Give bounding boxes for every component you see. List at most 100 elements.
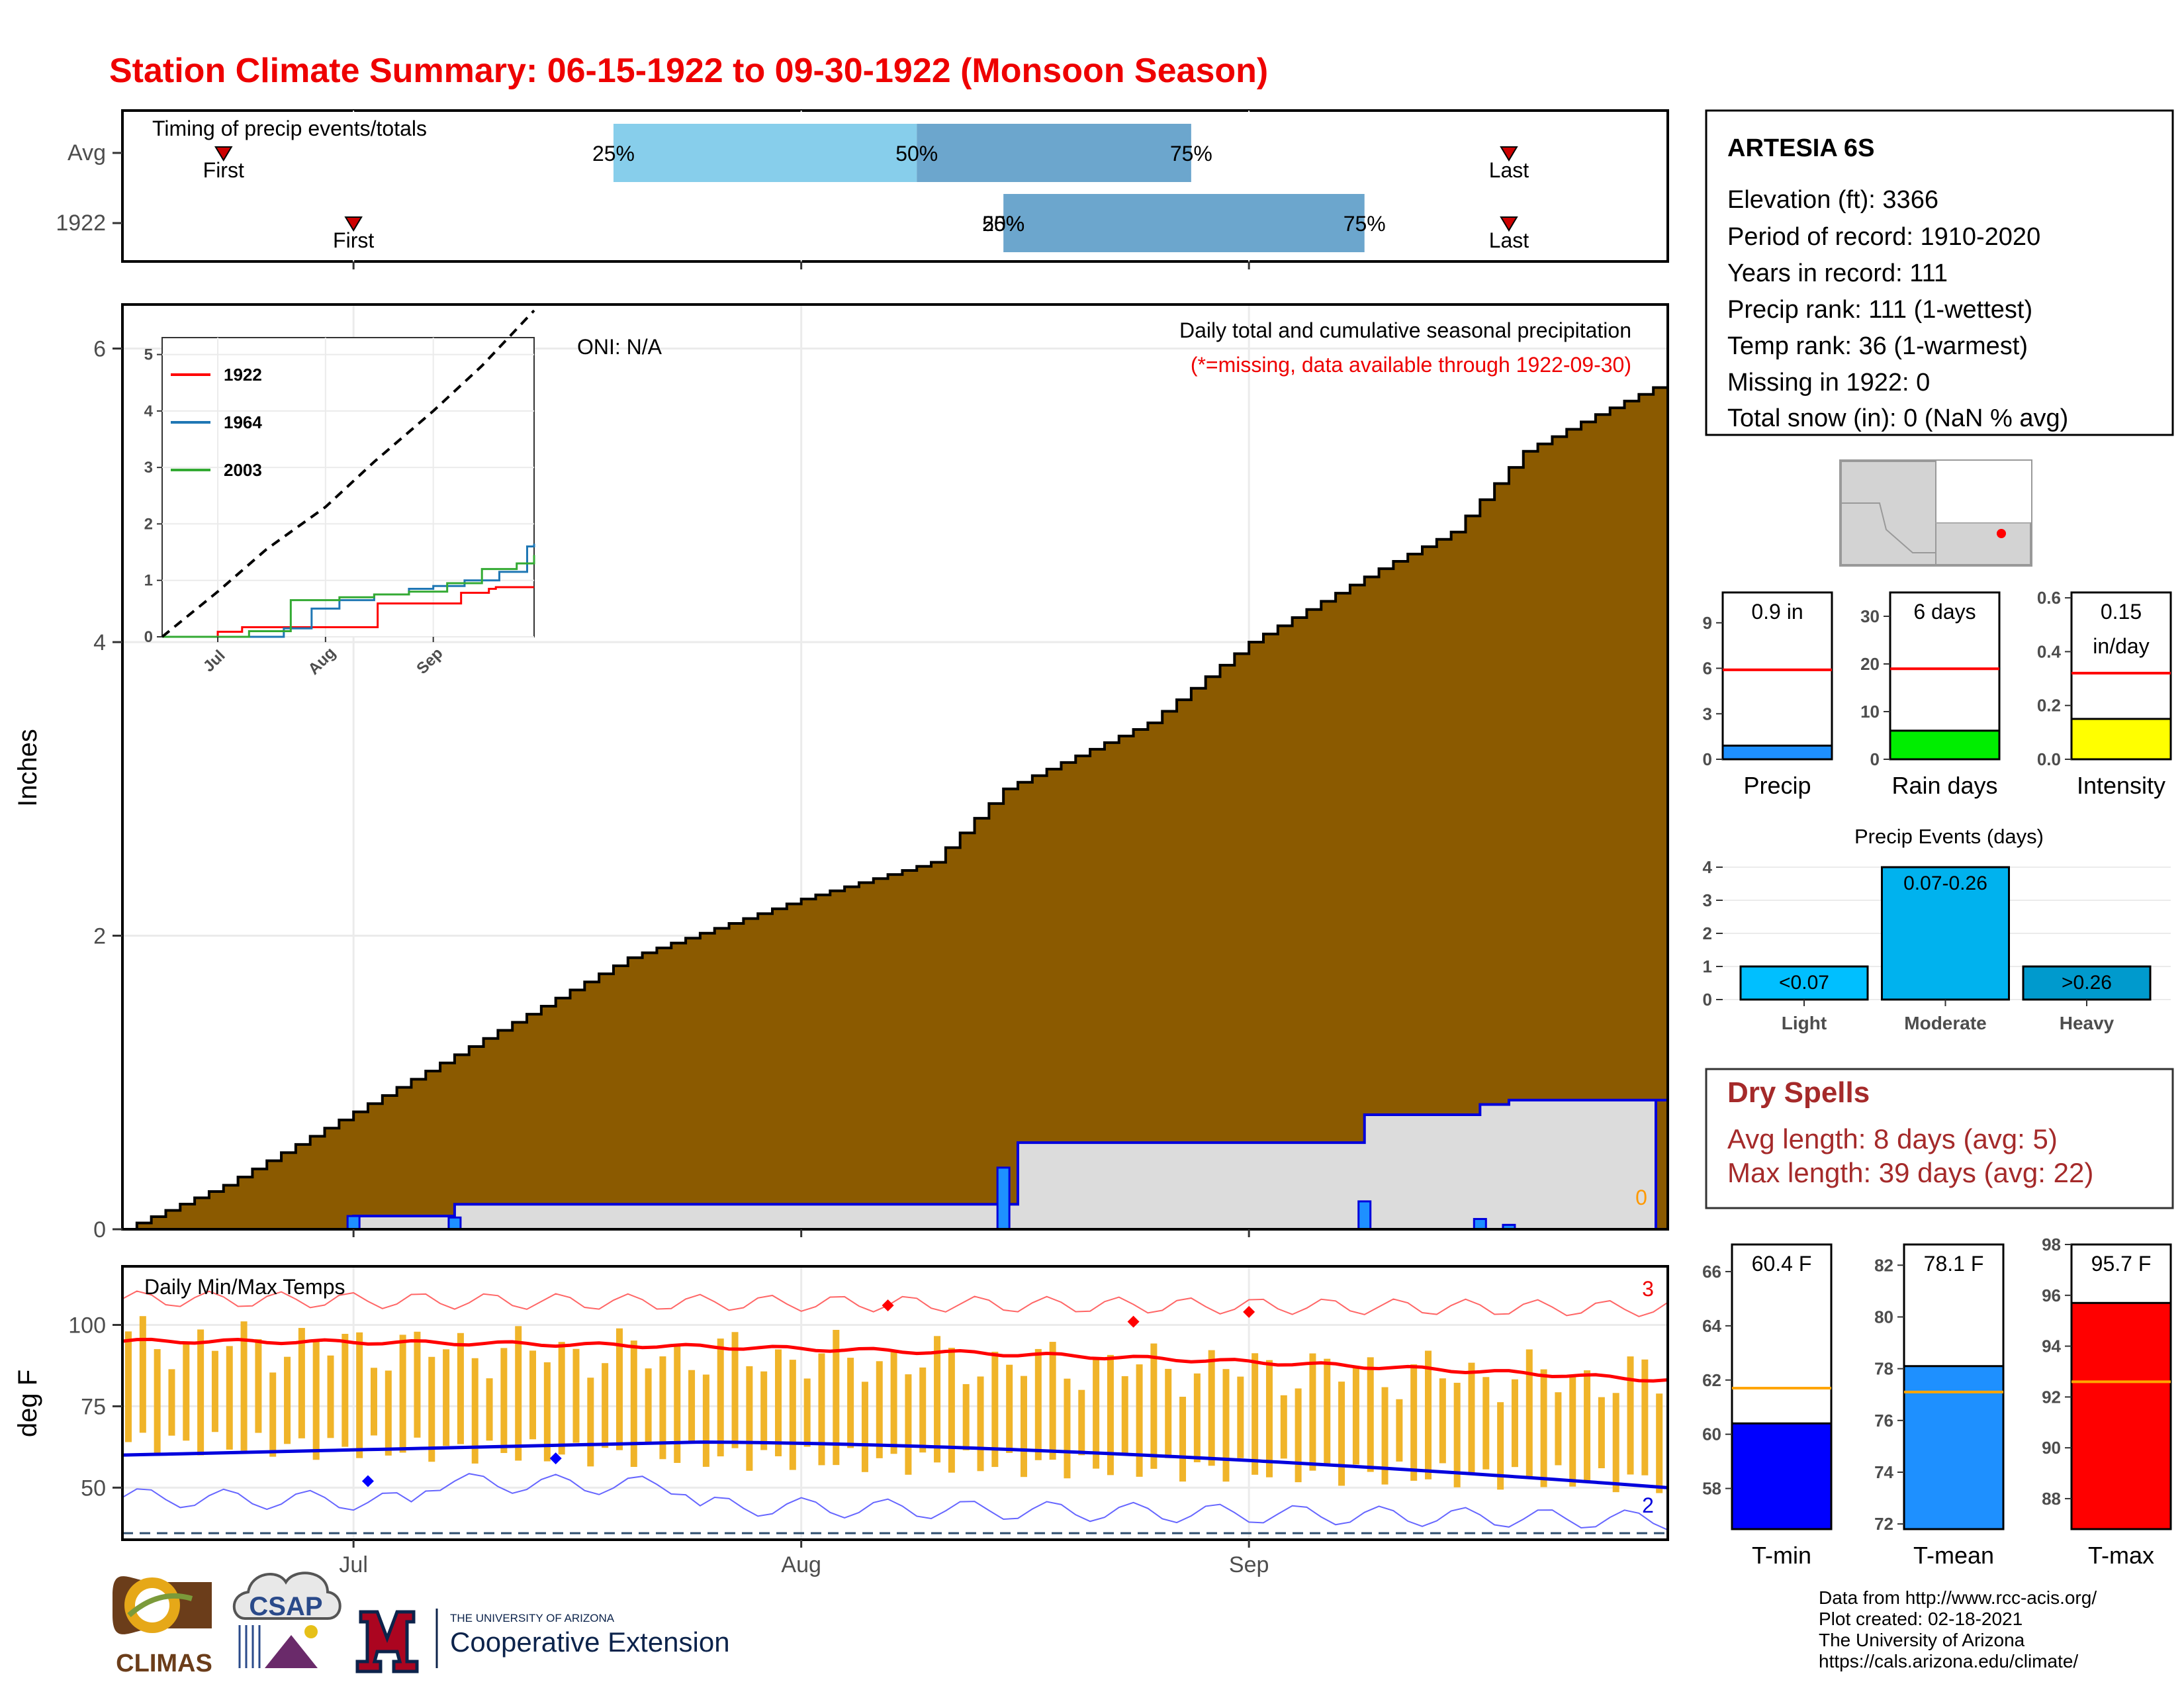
daily-temp-range-bar	[1179, 1397, 1187, 1482]
record-low-count: 2	[1642, 1493, 1654, 1517]
page-title: Station Climate Summary: 06-15-1922 to 0…	[109, 52, 1268, 90]
summary-value-label: 95.7 F	[2091, 1252, 2152, 1276]
summary-value-bar	[1731, 1422, 1833, 1530]
daily-temp-range-bar	[1540, 1369, 1547, 1487]
daily-temp-range-bar	[1193, 1373, 1201, 1462]
daily-temp-range-bar	[688, 1370, 696, 1444]
summary-ytick-label: 10	[1860, 702, 1880, 722]
summary-xlabel: Rain days	[1891, 772, 1997, 799]
summary-chart-t-min: 58 60 62 64 66 60.4 F T-min	[1702, 1243, 1833, 1569]
timing-row-label-1922: 1922	[56, 211, 106, 236]
month-label-aug: Aug	[781, 1552, 821, 1577]
daily-precip-bar	[447, 1216, 462, 1231]
university-arizona-logo: THE UNIVERSITY OF ARIZONA Cooperative Ex…	[355, 1609, 730, 1673]
record-high-marker	[1243, 1305, 1255, 1318]
daily-temp-range-bar	[1656, 1393, 1663, 1493]
summary-chart-frame	[1721, 591, 1833, 761]
summary-ytick-label: 0	[1870, 749, 1880, 769]
daily-temp-range-bar	[1136, 1364, 1143, 1477]
avg-min-line	[122, 1440, 1668, 1489]
daily-temp-range-bar	[1006, 1364, 1013, 1453]
daily-temp-range-bar	[500, 1348, 508, 1453]
summary-ytick-label: 0.2	[2037, 696, 2061, 716]
main-ylabel: Inches	[13, 729, 42, 807]
timing-label-last: Last	[1489, 228, 1529, 252]
month-label-sep: Sep	[1229, 1552, 1269, 1577]
csap-wordmark: CSAP	[249, 1592, 322, 1621]
summary-ytick-label: 66	[1702, 1262, 1721, 1282]
inset-ytick-label: 4	[144, 402, 154, 420]
daily-temp-range-bar	[1511, 1379, 1518, 1468]
summary-xlabel: Intensity	[2077, 772, 2165, 799]
inset-series-1964	[162, 543, 535, 638]
daily-temp-range-bar	[615, 1328, 623, 1450]
daily-temp-range-bar	[1482, 1377, 1490, 1470]
summary-ytick-label: 0.6	[2037, 588, 2061, 608]
climas-logo: CLIMAS	[113, 1576, 212, 1677]
daily-temp-range-bar	[255, 1338, 262, 1433]
daily-temp-range-bar	[414, 1331, 421, 1438]
summary-ytick-label: 76	[1874, 1411, 1893, 1430]
temps-panel: 50 75 100 Daily Min/Max Temps deg F 3 2 Ju…	[13, 1265, 1669, 1577]
daily-temp-range-bar	[1121, 1376, 1128, 1454]
summary-ytick-label: 60	[1702, 1425, 1721, 1444]
locator-map	[1839, 459, 2032, 567]
daily-temp-range-bar	[1237, 1376, 1244, 1458]
station-line-period: Period of record: 1910-2020	[1727, 223, 2040, 251]
daily-temp-range-bar	[1034, 1348, 1042, 1460]
temps-ytick-label: 75	[81, 1394, 106, 1419]
dry-spells-title: Dry Spells	[1727, 1076, 1870, 1109]
summary-ytick-label: 58	[1702, 1479, 1721, 1499]
daily-temp-range-bar	[919, 1367, 927, 1453]
inset-ytick-label: 5	[144, 346, 153, 364]
daily-temp-range-bar	[731, 1332, 739, 1448]
daily-temp-range-bar	[457, 1333, 464, 1444]
daily-temp-range-bar	[1439, 1378, 1446, 1464]
daily-temp-range-bar	[399, 1335, 406, 1453]
daily-precip-bar	[1357, 1200, 1372, 1231]
summary-xlabel: T-min	[1752, 1542, 1811, 1569]
summary-ytick-label: 20	[1860, 654, 1880, 674]
dry-spells-max: Max length: 39 days (avg: 22)	[1727, 1157, 2093, 1188]
summary-ytick-label: 74	[1874, 1462, 1893, 1482]
daily-temp-range-bar	[1410, 1364, 1418, 1481]
summary-chart-t-max: 88 90 92 94 96 98 95.7 F T-max	[2042, 1235, 2172, 1569]
inset-series-1922	[162, 586, 534, 638]
daily-temp-range-bar	[1425, 1350, 1432, 1479]
daily-temp-range-bar	[312, 1341, 320, 1460]
summary-ytick-label: 0.4	[2037, 641, 2062, 661]
daily-temp-range-bar	[602, 1363, 609, 1448]
summary-ytick-label: 0	[1703, 749, 1712, 769]
daily-temp-range-bar	[789, 1360, 796, 1470]
record-low-line	[122, 1473, 1668, 1531]
summary-ytick-label: 94	[2042, 1336, 2061, 1356]
temps-ytick-label: 100	[68, 1313, 106, 1338]
daily-temp-range-bar	[1165, 1368, 1172, 1458]
daily-temp-range-bar	[1064, 1378, 1071, 1479]
footer-line-created: Plot created: 02-18-2021	[1819, 1609, 2023, 1629]
timing-title: Timing of precip events/totals	[152, 117, 427, 140]
events-ytick-label: 1	[1703, 957, 1712, 976]
inset-legend-label-1964: 1964	[224, 412, 262, 432]
summary-value-label: 60.4 F	[1752, 1252, 1812, 1276]
daily-temp-range-bar	[240, 1321, 248, 1451]
timing-label-first: First	[333, 228, 374, 252]
timing-label-75: 75%	[1343, 212, 1386, 236]
daily-temp-range-bar	[471, 1358, 478, 1464]
daily-temp-range-bar	[1049, 1342, 1056, 1460]
station-line-missing: Missing in 1922: 0	[1727, 369, 1930, 397]
record-low-marker	[361, 1475, 374, 1487]
daily-temp-range-bar	[659, 1356, 666, 1460]
daily-temp-range-bar	[1352, 1368, 1359, 1465]
precip-events-title: Precip Events (days)	[1854, 825, 2044, 848]
daily-temp-range-bar	[370, 1368, 377, 1436]
daily-temp-range-bar	[717, 1338, 724, 1457]
events-category-light: Light	[1782, 1013, 1827, 1033]
daily-temp-range-bar	[760, 1371, 768, 1450]
summary-xlabel: Precip	[1743, 772, 1811, 799]
daily-temp-range-bar	[385, 1370, 392, 1456]
inset-series-2003	[162, 555, 535, 638]
temps-ylabel: deg F	[13, 1370, 42, 1437]
daily-temp-range-bar	[1525, 1349, 1533, 1478]
timing-bar-q50-q75	[917, 124, 1191, 182]
